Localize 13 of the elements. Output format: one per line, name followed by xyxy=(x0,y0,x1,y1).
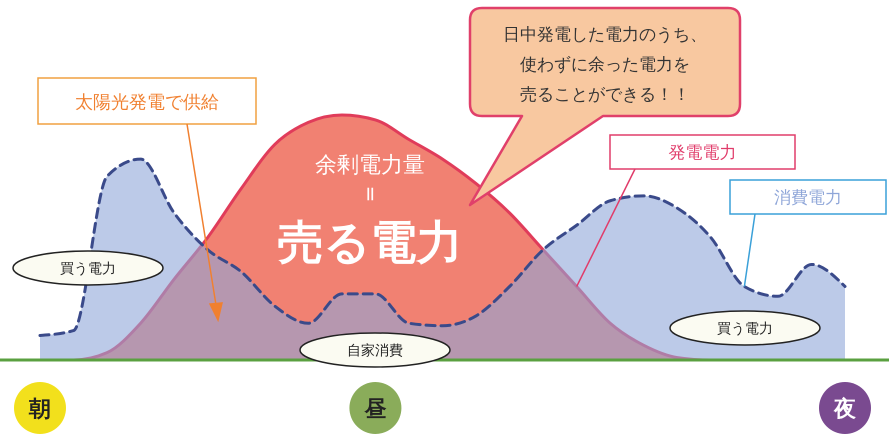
annotation: 買う電力 xyxy=(717,321,773,337)
annotation: = xyxy=(359,186,383,202)
annotation: 余剰電力量 xyxy=(315,153,425,178)
text: 日中発電した電力のうち、使わずに余った電力を売ることができる！！ xyxy=(503,25,707,105)
text: 消費電力 xyxy=(774,188,842,208)
annotation: 売る電力 xyxy=(278,215,462,269)
annotation: 買う電力 xyxy=(60,261,116,277)
x-tick-label: 昼 xyxy=(363,397,386,422)
annotation: 自家消費 xyxy=(347,343,403,359)
x-tick-label: 夜 xyxy=(833,396,856,422)
x-tick-label: 朝 xyxy=(28,397,51,422)
text: 太陽光発電で供給 xyxy=(75,92,219,113)
text: 発電電力 xyxy=(668,143,736,163)
